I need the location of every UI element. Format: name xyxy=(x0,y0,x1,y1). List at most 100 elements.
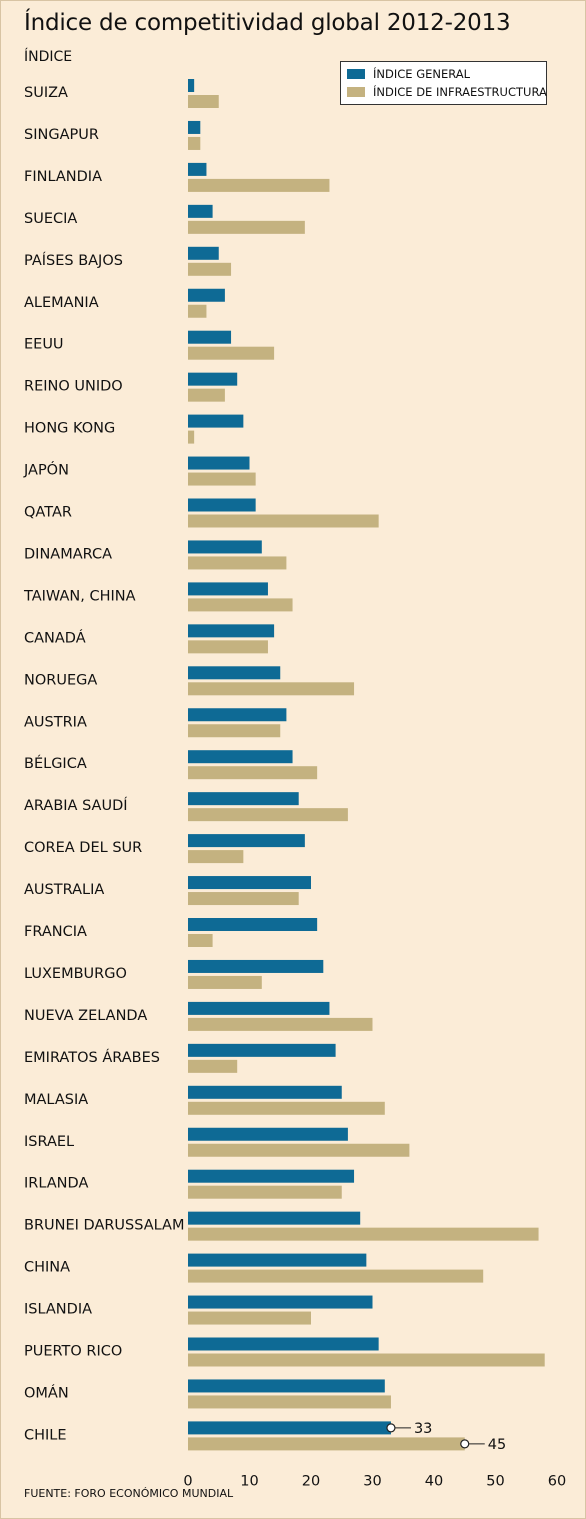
bar-general-japon xyxy=(188,456,250,470)
bar-infraestructura-finlandia xyxy=(188,178,330,192)
bar-general-eeuu xyxy=(188,330,232,344)
bar-general-paises-bajos xyxy=(188,246,219,260)
category-label-dinamarca: DINAMARCA xyxy=(24,546,112,562)
bar-infraestructura-israel xyxy=(188,1143,410,1157)
category-label-chile: CHILE xyxy=(24,1427,67,1443)
bar-general-arabia-saudi xyxy=(188,792,299,806)
bar-infraestructura-nueva-zelanda xyxy=(188,1017,373,1031)
bar-general-emiratos-arabes xyxy=(188,1043,336,1057)
bar-infraestructura-chile xyxy=(188,1437,465,1451)
x-tick-label-20: 20 xyxy=(302,1473,320,1489)
category-label-brunei-darussalam: BRUNEI DARUSSALAM xyxy=(24,1218,184,1234)
bar-general-brunei-darussalam xyxy=(188,1211,361,1225)
category-label-china: CHINA xyxy=(24,1260,70,1276)
bar-general-suiza xyxy=(188,79,195,92)
bar-infraestructura-suiza xyxy=(188,95,219,108)
category-label-luxemburgo: LUXEMBURGO xyxy=(24,966,127,982)
bar-general-oman xyxy=(188,1379,385,1393)
category-label-irlanda: IRLANDA xyxy=(24,1176,88,1192)
legend-label-general: ÍNDICE GENERAL xyxy=(373,67,471,81)
chart-title: Índice de competitividad global 2012-201… xyxy=(24,10,511,36)
bar-general-qatar xyxy=(188,498,256,512)
category-label-islandia: ISLANDIA xyxy=(24,1302,92,1318)
annotation-label-0: 33 xyxy=(414,1421,432,1437)
bar-general-canada xyxy=(188,624,275,638)
annotation-marker-0 xyxy=(386,1423,396,1433)
bar-general-malasia xyxy=(188,1085,342,1099)
x-tick-label-0: 0 xyxy=(183,1473,192,1489)
bar-general-islandia xyxy=(188,1295,373,1309)
bar-general-hong-kong xyxy=(188,414,244,428)
bar-infraestructura-singapur xyxy=(188,136,201,150)
category-label-oman: OMÁN xyxy=(24,1384,69,1401)
bar-infraestructura-brunei-darussalam xyxy=(188,1227,539,1241)
bar-general-reino-unido xyxy=(188,372,238,386)
bar-infraestructura-qatar xyxy=(188,514,379,528)
bar-general-singapur xyxy=(188,120,201,134)
chart-source: FUENTE: FORO ECONÓMICO MUNDIAL xyxy=(24,1487,234,1500)
bar-general-china xyxy=(188,1253,367,1267)
annotation-label-1: 45 xyxy=(488,1437,506,1453)
bar-general-puerto-rico xyxy=(188,1337,379,1351)
bar-infraestructura-arabia-saudi xyxy=(188,808,348,822)
bar-general-taiwan-china xyxy=(188,582,268,596)
bar-general-alemania xyxy=(188,288,225,302)
bar-infraestructura-australia xyxy=(188,892,299,906)
bar-general-francia xyxy=(188,918,318,931)
category-label-suecia: SUECIA xyxy=(24,211,77,227)
legend-swatch-infraestructura xyxy=(347,87,365,97)
bar-general-finlandia xyxy=(188,162,207,176)
bar-infraestructura-austria xyxy=(188,724,281,738)
bar-infraestructura-puerto-rico xyxy=(188,1353,545,1367)
chart-legend: ÍNDICE GENERAL ÍNDICE DE INFRAESTRUCTURA xyxy=(340,61,547,105)
bar-infraestructura-japon xyxy=(188,472,256,486)
bar-infraestructura-hong-kong xyxy=(188,430,195,444)
bar-infraestructura-paises-bajos xyxy=(188,262,232,276)
category-label-singapur: SINGAPUR xyxy=(24,127,99,143)
category-label-suiza: SUIZA xyxy=(24,85,68,101)
bar-general-corea-del-sur xyxy=(188,834,305,848)
category-label-francia: FRANCIA xyxy=(24,924,87,940)
category-label-corea-del-sur: COREA DEL SUR xyxy=(24,840,142,856)
category-label-malasia: MALASIA xyxy=(24,1092,88,1108)
legend-swatch-general xyxy=(347,69,365,79)
category-label-qatar: QATAR xyxy=(24,505,72,521)
bar-infraestructura-reino-unido xyxy=(188,388,225,402)
bar-general-dinamarca xyxy=(188,540,262,554)
category-label-puerto-rico: PUERTO RICO xyxy=(24,1344,122,1360)
bar-general-irlanda xyxy=(188,1169,355,1183)
bar-infraestructura-noruega xyxy=(188,682,355,696)
bar-infraestructura-luxemburgo xyxy=(188,975,262,989)
x-tick-label-30: 30 xyxy=(363,1473,381,1489)
bar-infraestructura-corea-del-sur xyxy=(188,850,244,864)
category-label-finlandia: FINLANDIA xyxy=(24,169,102,185)
legend-entry-general: ÍNDICE GENERAL xyxy=(347,67,470,81)
bar-general-nueva-zelanda xyxy=(188,1001,330,1015)
category-label-canada: CANADÁ xyxy=(24,629,86,646)
bar-general-belgica xyxy=(188,750,293,764)
bar-infraestructura-islandia xyxy=(188,1311,311,1325)
category-label-austria: AUSTRIA xyxy=(24,714,87,730)
bar-infraestructura-dinamarca xyxy=(188,556,287,570)
bar-infraestructura-canada xyxy=(188,640,268,654)
category-label-nueva-zelanda: NUEVA ZELANDA xyxy=(24,1008,147,1024)
bar-infraestructura-francia xyxy=(188,934,213,947)
chart-subtitle: ÍNDICE xyxy=(24,49,73,65)
category-label-eeuu: EEUU xyxy=(24,337,64,353)
category-label-arabia-saudi: ARABIA SAUDÍ xyxy=(24,797,128,814)
bar-infraestructura-suecia xyxy=(188,220,305,234)
x-tick-label-50: 50 xyxy=(486,1473,504,1489)
category-label-israel: ISRAEL xyxy=(24,1134,74,1150)
bar-infraestructura-china xyxy=(188,1269,484,1283)
bar-infraestructura-alemania xyxy=(188,304,207,318)
bar-general-australia xyxy=(188,876,311,890)
bar-infraestructura-malasia xyxy=(188,1101,385,1115)
legend-entry-infraestructura: ÍNDICE DE INFRAESTRUCTURA xyxy=(347,85,547,99)
category-label-japon: JAPÓN xyxy=(23,461,69,479)
bar-general-suecia xyxy=(188,204,213,218)
category-label-paises-bajos: PAÍSES BAJOS xyxy=(24,252,123,269)
bar-infraestructura-irlanda xyxy=(188,1185,342,1199)
legend-label-infraestructura: ÍNDICE DE INFRAESTRUCTURA xyxy=(373,85,547,99)
bar-general-luxemburgo xyxy=(188,959,324,973)
